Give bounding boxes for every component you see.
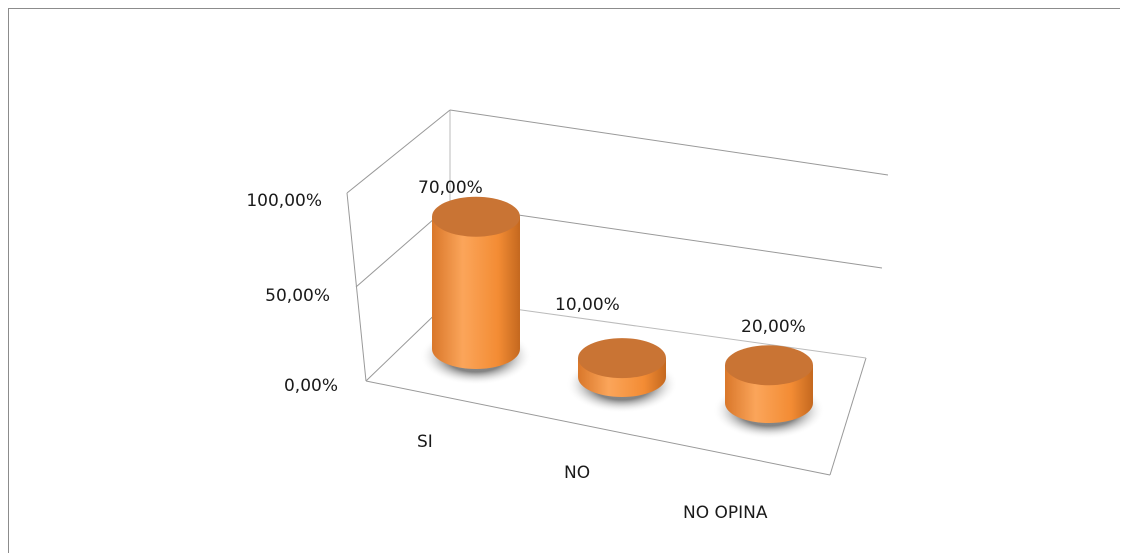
bar-top-no <box>578 338 666 379</box>
category-labels: SI NO NO OPINA <box>417 432 768 523</box>
data-labels: 70,00% 10,00% 20,00% <box>418 178 806 337</box>
bar-no-opina <box>713 345 825 439</box>
bar-no <box>566 338 678 413</box>
category-label-no: NO <box>564 463 590 483</box>
floor-right-edge <box>829 357 867 476</box>
y-tick-label-1: 50,00% <box>265 286 330 306</box>
data-label-no-opina: 20,00% <box>741 317 806 337</box>
data-label-si: 70,00% <box>418 178 483 198</box>
bar-body-si <box>432 216 520 369</box>
category-label-si: SI <box>417 432 433 452</box>
bar-si <box>420 196 532 385</box>
bars <box>420 196 825 439</box>
gridline-100-back <box>449 109 889 176</box>
y-tick-labels: 0,00% 50,00% 100,00% <box>246 191 338 396</box>
y-tick-label-2: 100,00% <box>246 191 322 211</box>
category-label-no-opina: NO OPINA <box>683 503 768 523</box>
bar-top-si <box>432 196 520 237</box>
bar-top-no-opina <box>725 345 813 386</box>
floor-front-edge <box>365 380 831 476</box>
y-tick-label-0: 0,00% <box>284 376 338 396</box>
gridline-50-back <box>449 204 883 269</box>
data-label-no: 10,00% <box>555 295 620 315</box>
left-wall-top-edge <box>346 109 451 194</box>
chart-frame <box>8 8 1120 553</box>
